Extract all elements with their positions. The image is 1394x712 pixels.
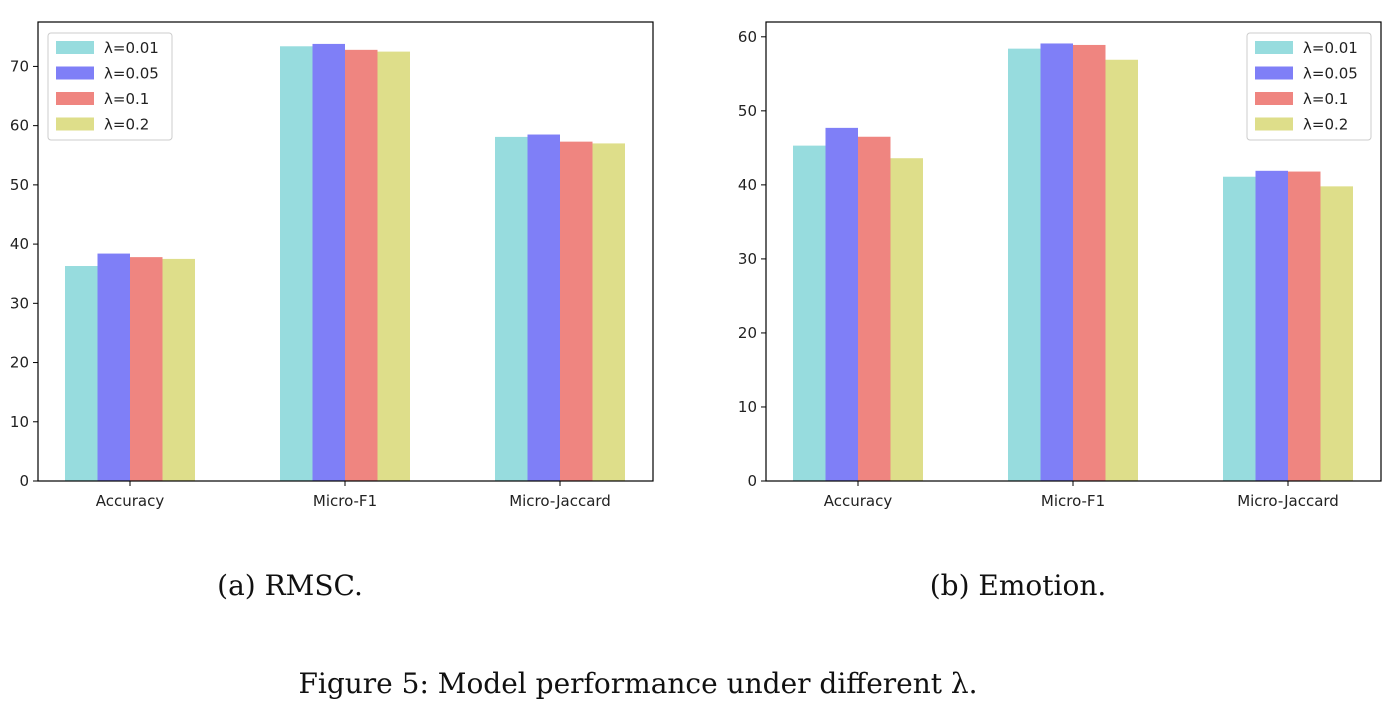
y-tick-label: 20: [10, 354, 29, 372]
y-tick-label: 60: [738, 28, 757, 46]
bar-micro-jaccard-series-1: [1223, 176, 1256, 482]
legend-label-2: λ=0.05: [104, 65, 159, 83]
x-tick-label-accuracy: Accuracy: [824, 492, 893, 510]
bar-micro-f1-series-1: [280, 46, 313, 481]
y-tick-label: 60: [10, 117, 29, 135]
bar-micro-jaccard-series-4: [592, 143, 625, 481]
legend-swatch-1: [56, 41, 94, 54]
bar-accuracy-series-3: [858, 136, 891, 481]
y-tick-label: 50: [10, 176, 29, 194]
legend-box: [47, 32, 173, 141]
bar-micro-f1-series-2: [1040, 43, 1073, 481]
bar-accuracy-series-2: [825, 127, 858, 482]
legend-swatch-3: [56, 92, 94, 105]
bar-micro-f1-series-2: [312, 43, 345, 481]
y-tick-label: 10: [10, 413, 29, 431]
legend: λ=0.01 λ=0.05 λ=0.1 λ=0.2: [1246, 32, 1372, 141]
x-tick-label-accuracy: Accuracy: [96, 492, 165, 510]
y-tick-label: 20: [738, 324, 757, 342]
bar-accuracy-series-3: [130, 257, 163, 481]
bar-accuracy-series-4: [162, 258, 195, 481]
y-tick-label: 40: [738, 176, 757, 194]
bar-micro-jaccard-series-3: [1288, 171, 1321, 482]
bar-micro-jaccard-series-3: [560, 141, 593, 481]
legend-label-1: λ=0.01: [1303, 39, 1358, 57]
y-tick-label: 40: [10, 235, 29, 253]
chart-rmsc: 0 10 20 30 40 50 60 70 Accuracy Micro-F1 Micro-Jac…: [10, 21, 654, 510]
y-tick-label: 0: [19, 472, 29, 490]
legend-label-1: λ=0.01: [104, 39, 159, 57]
legend-label-3: λ=0.1: [1303, 90, 1348, 108]
legend-label-4: λ=0.2: [1303, 116, 1348, 134]
legend-label-3: λ=0.1: [104, 90, 149, 108]
bar-micro-jaccard-series-2: [527, 134, 560, 481]
x-tick-label-micro-f1: Micro-F1: [1041, 492, 1105, 510]
legend-swatch-2: [56, 66, 94, 80]
bar-micro-f1-series-3: [345, 49, 378, 482]
bar-accuracy-series-1: [793, 145, 826, 481]
bar-micro-f1-series-4: [1105, 59, 1138, 481]
bar-micro-jaccard-series-2: [1255, 170, 1288, 482]
y-tick-label: 10: [738, 398, 757, 416]
caption-emotion: (b) Emotion.: [930, 569, 1107, 602]
bar-micro-f1-series-4: [377, 51, 410, 482]
bar-accuracy-series-2: [97, 253, 130, 481]
x-tick-label-micro-jaccard: Micro-Jaccard: [509, 492, 611, 510]
y-tick-label: 50: [738, 102, 757, 120]
y-tick-label: 0: [747, 472, 757, 490]
legend-label-4: λ=0.2: [104, 116, 149, 134]
bar-accuracy-series-1: [65, 266, 98, 481]
bar-micro-f1-series-3: [1073, 44, 1106, 481]
legend-swatch-4: [1255, 117, 1293, 131]
bar-micro-jaccard-series-1: [495, 136, 528, 481]
legend-label-2: λ=0.05: [1303, 65, 1358, 83]
caption-rmsc: (a) RMSC.: [217, 569, 363, 602]
chart-emotion: 0 10 20 30 40 50 60 Accuracy Micro-F1 Micro-Jacca…: [738, 21, 1382, 510]
legend-swatch-3: [1255, 92, 1293, 105]
y-tick-label: 70: [10, 57, 29, 75]
legend-swatch-4: [56, 117, 94, 131]
bar-accuracy-series-4: [890, 158, 923, 481]
figure-caption: Figure 5: Model performance under differ…: [298, 667, 977, 700]
bar-micro-f1-series-1: [1008, 48, 1041, 482]
x-tick-label-micro-f1: Micro-F1: [313, 492, 377, 510]
legend-swatch-2: [1255, 66, 1293, 80]
legend-swatch-1: [1255, 41, 1293, 54]
y-tick-label: 30: [738, 250, 757, 268]
legend-box: [1246, 32, 1372, 141]
y-tick-label: 30: [10, 294, 29, 312]
x-tick-label-micro-jaccard: Micro-Jaccard: [1237, 492, 1339, 510]
bar-micro-jaccard-series-4: [1320, 186, 1353, 481]
legend: λ=0.01 λ=0.05 λ=0.1 λ=0.2: [47, 32, 173, 141]
